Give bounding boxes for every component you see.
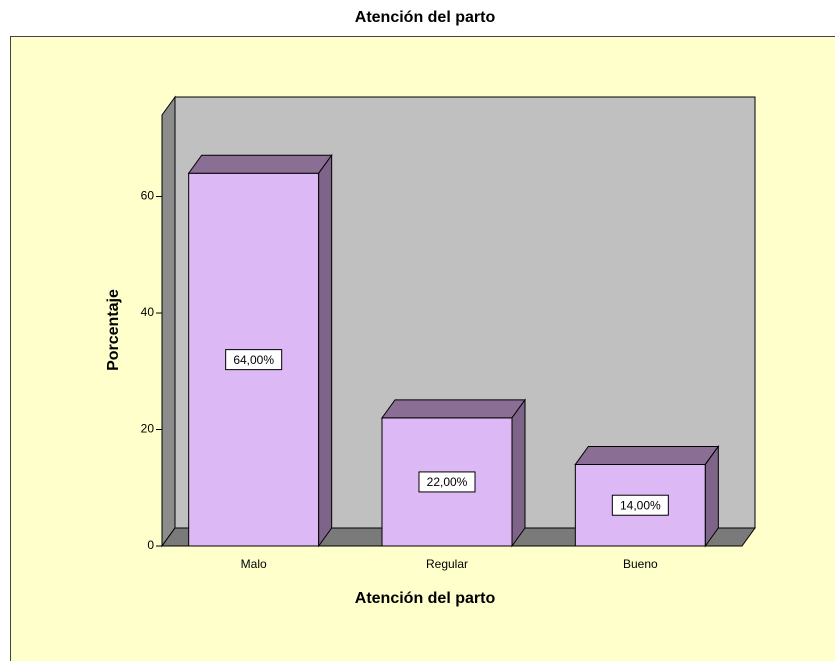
left-wall xyxy=(161,95,176,548)
y-axis-label: Porcentaje xyxy=(105,289,122,371)
bar-side xyxy=(318,153,333,548)
y-tick-label: 40 xyxy=(141,305,155,319)
x-axis-label: Atención del parto xyxy=(355,590,496,607)
y-tick-label: 60 xyxy=(141,189,155,203)
y-tick-label: 20 xyxy=(141,422,155,436)
bar-top xyxy=(187,154,333,174)
bar-side xyxy=(704,444,719,548)
bar-top xyxy=(381,399,526,419)
bar-side xyxy=(511,398,526,548)
value-label: 14,00% xyxy=(620,498,661,512)
x-tick-label: Malo xyxy=(241,557,267,571)
chart-title: Atención del parto xyxy=(355,9,496,26)
y-tick-label: 0 xyxy=(147,538,154,552)
value-label-box xyxy=(418,471,476,493)
x-tick-label: Bueno xyxy=(623,557,658,571)
value-label: 64,00% xyxy=(233,353,274,367)
x-tick-label: Regular xyxy=(426,557,468,571)
value-label: 22,00% xyxy=(427,475,468,489)
value-label-box xyxy=(611,494,669,516)
value-label-box xyxy=(225,349,283,371)
bar-top xyxy=(574,445,720,465)
